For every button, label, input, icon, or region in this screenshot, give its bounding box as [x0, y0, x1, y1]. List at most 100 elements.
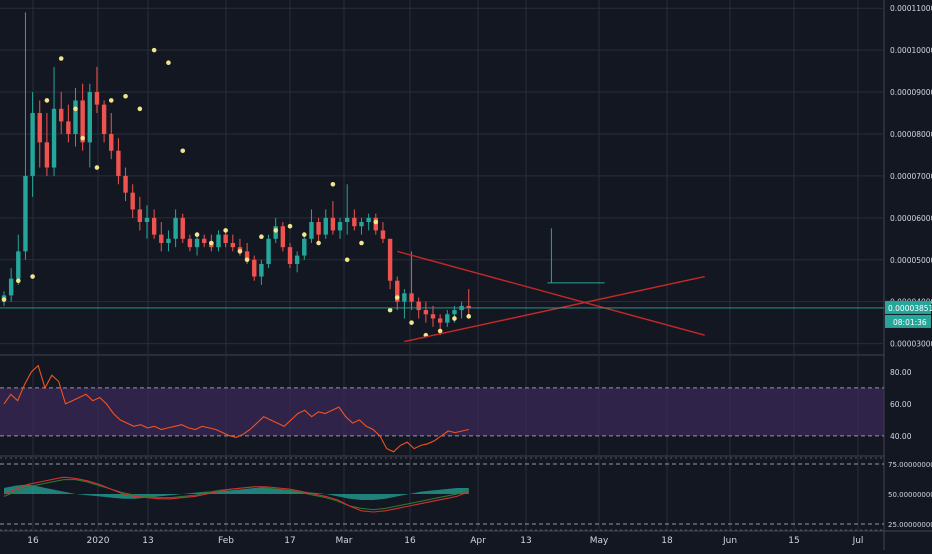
x-tick-label: Jul — [852, 536, 864, 546]
rsi-axis-label: 40.00 — [890, 432, 912, 441]
rsi-band — [0, 387, 884, 436]
signal-marker — [123, 93, 128, 99]
candle-body — [16, 251, 21, 279]
candle-body — [423, 310, 429, 315]
candle-body — [316, 222, 321, 235]
candle-body — [66, 121, 71, 134]
candle-body — [387, 238, 393, 281]
candle-body — [44, 142, 50, 168]
x-tick-label: Mar — [336, 536, 353, 546]
candle-body — [244, 251, 250, 260]
signal-marker — [409, 320, 414, 325]
candle-body — [216, 234, 221, 248]
signal-marker — [108, 98, 114, 103]
candle-body — [366, 217, 371, 223]
signal-marker — [80, 135, 85, 141]
signal-marker — [394, 295, 400, 300]
price-axis-label: 0.00003000 — [890, 340, 932, 349]
rsi-line — [3, 364, 469, 453]
candle-body — [37, 113, 42, 143]
osc-axis-label: 75.00000000 — [888, 461, 932, 469]
signal-marker — [452, 316, 457, 321]
price-axis-label: 0.00009000 — [890, 88, 932, 97]
signal-marker — [273, 228, 279, 233]
signal-marker — [180, 148, 186, 154]
x-tick-label: 13 — [142, 536, 153, 546]
signal-marker — [30, 274, 35, 279]
signal-marker — [237, 249, 243, 254]
candle-body — [187, 238, 193, 248]
last-price-label: 0.00003851 — [888, 304, 932, 313]
signal-marker — [359, 240, 364, 246]
candle-body — [395, 280, 400, 302]
price-axis-label: 0.00007000 — [890, 172, 932, 181]
signal-marker — [1, 297, 7, 302]
candle-body — [309, 222, 314, 239]
candle-body — [116, 150, 121, 176]
candle-body — [137, 209, 143, 223]
trendline — [397, 250, 705, 336]
signal-marker — [194, 232, 200, 237]
candle-body — [80, 100, 85, 143]
candle-body — [330, 217, 336, 231]
signal-marker — [209, 240, 214, 246]
candle-body — [23, 175, 28, 252]
candle-body — [287, 247, 293, 264]
x-tick-label: 18 — [661, 536, 673, 546]
osc-area — [4, 484, 469, 500]
candle-body — [294, 255, 300, 264]
signal-marker — [344, 257, 350, 263]
candle-body — [59, 108, 64, 122]
candle-body — [402, 293, 407, 302]
candle-body — [430, 314, 436, 319]
signal-marker — [223, 228, 228, 233]
trendline — [404, 275, 705, 343]
candle-body — [159, 234, 164, 243]
price-axis-label: 0.00011000 — [890, 4, 932, 13]
candle-body — [345, 217, 350, 223]
signal-marker — [287, 223, 293, 229]
candle-body — [266, 238, 271, 264]
candle-body — [452, 310, 457, 315]
last-price-tag — [885, 300, 931, 314]
candle-body — [223, 234, 228, 243]
candle-body — [259, 263, 264, 277]
candle-body — [323, 217, 328, 235]
signal-marker — [387, 307, 393, 313]
candle-body — [166, 238, 171, 243]
signal-marker — [437, 328, 443, 334]
osc-axis-label: 25.00000000 — [888, 521, 932, 529]
x-tick-label: Jun — [722, 536, 737, 546]
signal-marker — [466, 314, 472, 319]
signal-marker — [58, 56, 64, 61]
countdown-label: 08:01:36 — [893, 318, 927, 327]
price-axis-label: 0.00010000 — [890, 46, 932, 55]
signal-marker — [244, 257, 250, 263]
candle-body — [409, 293, 414, 302]
candle-body — [130, 192, 135, 210]
osc-axis-label: 50.00000000 — [888, 491, 932, 499]
signal-marker — [15, 278, 21, 284]
candle-body — [445, 314, 450, 323]
candle-body — [359, 222, 364, 227]
osc-red-line — [3, 476, 470, 513]
signal-marker — [137, 106, 143, 112]
signal-marker — [151, 47, 157, 53]
signal-marker — [330, 181, 336, 187]
x-tick-label: 13 — [520, 536, 531, 546]
candle-body — [337, 222, 343, 231]
signal-marker — [302, 232, 307, 237]
candle-body — [151, 217, 157, 235]
x-tick-label: May — [590, 536, 609, 546]
candle-body — [252, 259, 257, 277]
signal-marker — [373, 219, 379, 225]
candle-body — [51, 108, 57, 168]
candle-body — [144, 217, 150, 223]
candle-body — [87, 92, 92, 143]
price-axis-label: 0.00005000 — [890, 256, 932, 265]
x-tick-label: Feb — [218, 536, 234, 546]
candle-body — [173, 217, 178, 239]
